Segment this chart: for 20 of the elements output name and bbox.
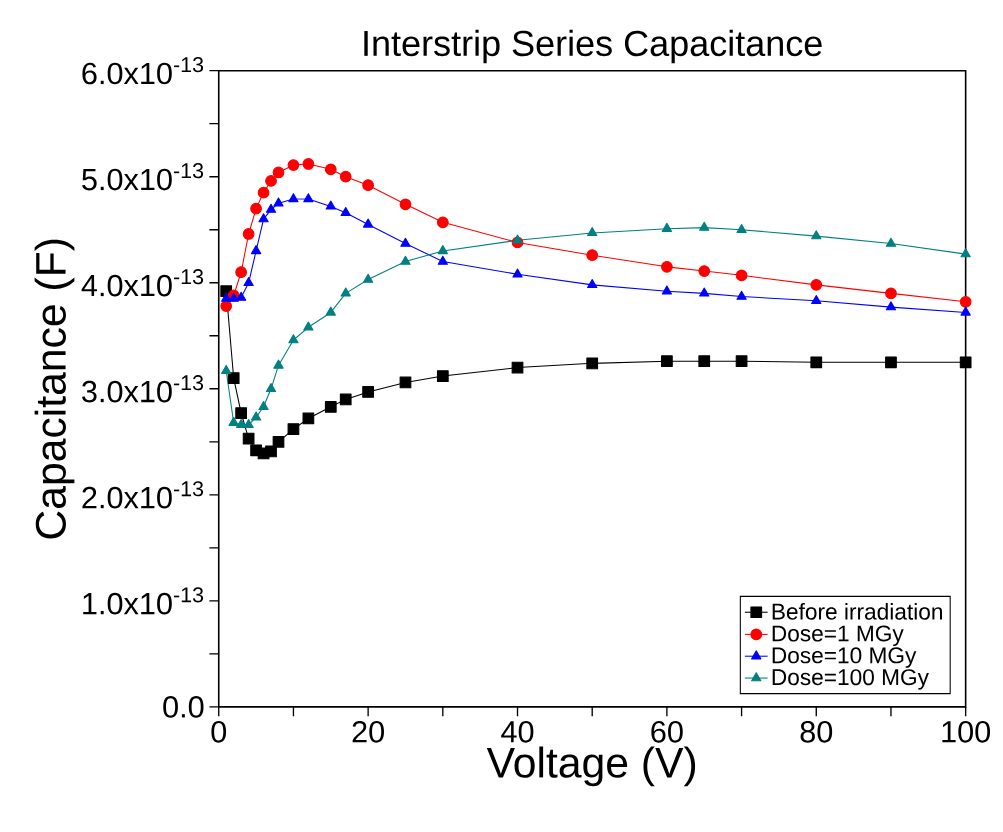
x-tick-label: 20	[352, 720, 384, 743]
x-tick-label: 40	[501, 720, 534, 743]
x-tick-label: 100	[942, 720, 991, 743]
x-tick-label: 60	[651, 720, 683, 743]
y-tick-label: 4.0x10$^{-13}$	[81, 268, 204, 297]
y-tick-label: 1.0x10$^{-13}$	[83, 587, 204, 615]
x-tick-label: 0	[211, 720, 227, 743]
y-tick-label: 5.0x10$^{-13}$	[82, 162, 204, 191]
y-tick-label: 6.0x10$^{-13}$	[82, 56, 204, 85]
chart-title: Interstrip Series Capacitance	[364, 29, 822, 64]
y-tick-label: 0.0	[163, 695, 204, 718]
y-axis-title: Capacitance (F)	[34, 239, 75, 539]
legend-label: Dose=10 MGy	[772, 647, 917, 668]
y-tick-label: 3.0x10$^{-13}$	[82, 374, 204, 403]
legend-label: Dose=1 MGy	[772, 625, 904, 646]
y-tick-label: 2.0x10$^{-13}$	[82, 481, 204, 509]
x-tick-label: 80	[800, 720, 833, 743]
legend-label: Dose=100 MGy	[772, 669, 929, 690]
legend-label: Before irradiation	[772, 602, 942, 620]
x-axis-title: Voltage (V)	[486, 746, 696, 787]
